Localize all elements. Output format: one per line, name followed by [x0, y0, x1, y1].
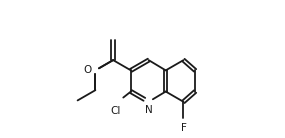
Text: N: N [145, 105, 152, 115]
Text: O: O [84, 65, 92, 75]
Text: F: F [180, 123, 186, 133]
Text: Cl: Cl [111, 106, 121, 116]
